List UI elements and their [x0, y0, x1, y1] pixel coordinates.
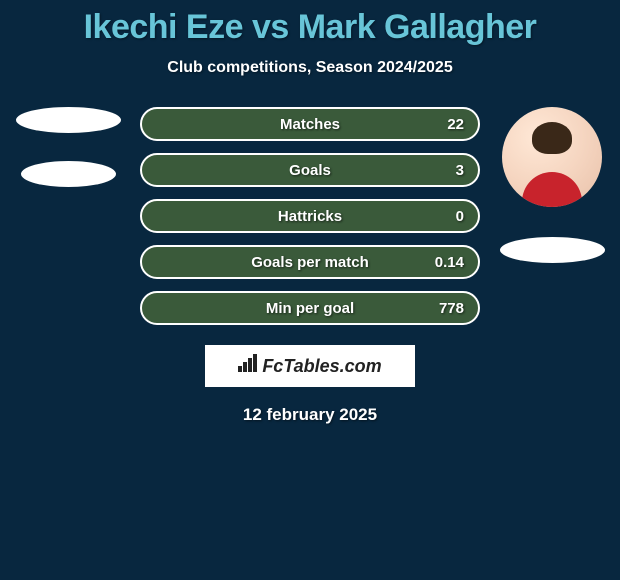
- right-player-column: [492, 107, 612, 263]
- stat-row-min-per-goal: Min per goal 778: [140, 291, 480, 325]
- stat-value-right: 0: [456, 208, 464, 225]
- right-player-avatar: [502, 107, 602, 207]
- stat-row-goals-per-match: Goals per match 0.14: [140, 245, 480, 279]
- left-player-column: [8, 107, 128, 187]
- stat-row-goals: Goals 3: [140, 153, 480, 187]
- stat-label: Min per goal: [266, 300, 354, 317]
- page-title: Ikechi Eze vs Mark Gallagher: [0, 0, 620, 47]
- stat-label: Goals per match: [251, 254, 369, 271]
- stat-label: Goals: [289, 162, 331, 179]
- stat-row-hattricks: Hattricks 0: [140, 199, 480, 233]
- stat-value-right: 3: [456, 162, 464, 179]
- stat-value-right: 0.14: [435, 254, 464, 271]
- subtitle: Club competitions, Season 2024/2025: [0, 59, 620, 77]
- right-ellipse-1: [500, 237, 605, 263]
- left-ellipse-1: [16, 107, 121, 133]
- stat-value-right: 778: [439, 300, 464, 317]
- stat-label: Matches: [280, 116, 340, 133]
- stats-area: Matches 22 Goals 3 Hattricks 0 Goals per…: [0, 107, 620, 337]
- fctables-logo: FcTables.com: [205, 345, 415, 387]
- stat-row-matches: Matches 22: [140, 107, 480, 141]
- stat-label: Hattricks: [278, 208, 342, 225]
- date-label: 12 february 2025: [0, 405, 620, 425]
- logo-bars-icon: [238, 356, 258, 372]
- logo-text: FcTables.com: [262, 356, 381, 376]
- left-ellipse-2: [21, 161, 116, 187]
- stat-value-right: 22: [447, 116, 464, 133]
- stat-bars: Matches 22 Goals 3 Hattricks 0 Goals per…: [140, 107, 480, 337]
